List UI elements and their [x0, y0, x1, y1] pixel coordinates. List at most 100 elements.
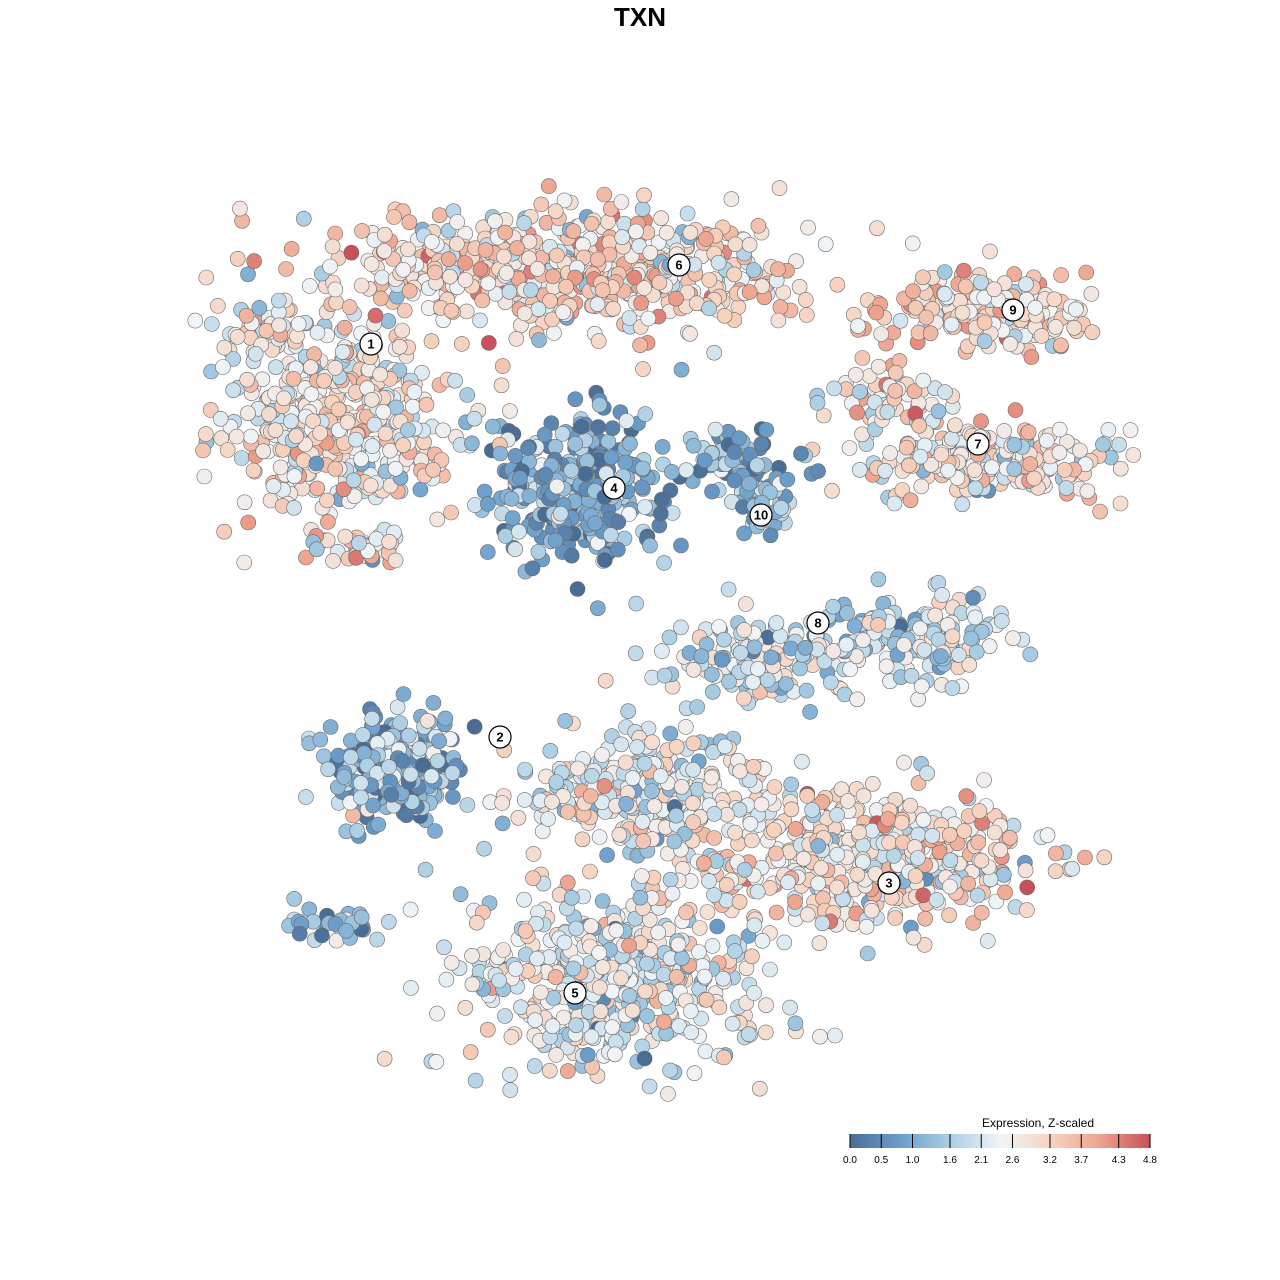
- cell-point: [216, 339, 233, 356]
- cell-point: [583, 215, 600, 232]
- cell-point: [851, 824, 867, 841]
- cell-point: [868, 304, 885, 321]
- cell-point: [395, 261, 412, 278]
- cell-point: [414, 757, 431, 774]
- legend-tick-label: 3.7: [1074, 1155, 1088, 1166]
- cell-point: [444, 765, 461, 781]
- cell-point: [682, 224, 699, 241]
- cell-point: [290, 316, 307, 332]
- cell-point: [502, 403, 518, 419]
- cell-point: [210, 298, 226, 314]
- cell-point: [558, 278, 574, 295]
- legend-title: Expression, Z-scaled: [982, 1116, 1094, 1130]
- cell-point: [838, 636, 855, 653]
- cell-point: [783, 776, 800, 793]
- cell-point: [563, 889, 580, 906]
- cell-point: [1006, 461, 1023, 477]
- cell-point: [779, 471, 796, 488]
- cell-point: [983, 459, 1000, 476]
- cell-point: [309, 324, 326, 341]
- cell-point: [685, 661, 702, 678]
- cell-point: [726, 266, 743, 283]
- cell-point: [1002, 336, 1019, 352]
- cell-point: [634, 868, 650, 884]
- cell-point: [741, 236, 758, 253]
- cell-point: [670, 936, 687, 953]
- cell-point: [721, 673, 737, 690]
- cell-point: [592, 1003, 609, 1020]
- cell-point: [1001, 829, 1018, 846]
- cell-point: [533, 196, 550, 213]
- cell-point: [903, 667, 920, 684]
- cell-point: [387, 460, 404, 477]
- cell-point: [716, 307, 733, 324]
- cell-point: [508, 331, 525, 347]
- cell-point: [686, 1065, 703, 1081]
- legend-tick-label: 2.6: [1006, 1155, 1020, 1166]
- cell-point: [942, 878, 958, 895]
- svg-text:1: 1: [367, 337, 374, 352]
- cell-point: [337, 528, 354, 545]
- cell-point: [810, 875, 827, 892]
- cell-point: [849, 866, 866, 883]
- cell-point: [594, 959, 611, 976]
- cell-point: [406, 384, 423, 400]
- cell-point: [557, 713, 574, 729]
- cell-point: [610, 514, 627, 530]
- cell-point: [423, 333, 440, 349]
- cell-point: [440, 251, 457, 268]
- cell-point: [565, 223, 582, 239]
- cell-point: [620, 703, 637, 720]
- cell-point: [590, 419, 607, 435]
- cluster-label-10: 10: [749, 503, 773, 527]
- cell-point: [877, 462, 893, 479]
- cell-point: [768, 615, 785, 631]
- points-layer: [187, 178, 1142, 1102]
- cell-point: [766, 822, 782, 838]
- cell-point: [599, 847, 615, 863]
- cell-point: [825, 598, 842, 615]
- cell-point: [678, 904, 694, 921]
- cell-point: [503, 491, 520, 507]
- cell-point: [816, 653, 833, 670]
- cell-point: [251, 300, 268, 316]
- cell-point: [956, 823, 973, 839]
- cell-point: [605, 300, 622, 317]
- cell-point: [229, 329, 246, 345]
- cell-point: [666, 833, 683, 850]
- cell-point: [637, 983, 654, 1000]
- cell-point: [569, 581, 586, 597]
- cell-point: [603, 449, 620, 466]
- cell-point: [423, 768, 440, 785]
- cell-point: [302, 359, 319, 376]
- cell-point: [476, 840, 492, 857]
- cell-point: [795, 850, 812, 867]
- cell-point: [632, 337, 648, 354]
- cell-point: [650, 924, 667, 941]
- cell-point: [286, 890, 303, 907]
- cell-point: [916, 642, 933, 658]
- cell-point: [375, 404, 392, 420]
- cell-point: [673, 778, 690, 795]
- cell-point: [398, 807, 415, 824]
- cell-point: [494, 815, 511, 832]
- cell-point: [353, 909, 370, 926]
- cell-point: [271, 317, 287, 334]
- cell-point: [389, 699, 406, 716]
- cell-point: [1100, 422, 1117, 438]
- cell-point: [788, 253, 804, 270]
- cell-point: [772, 299, 789, 316]
- cell-point: [400, 241, 416, 258]
- cell-point: [614, 229, 631, 245]
- cell-point: [827, 1027, 843, 1044]
- cell-point: [878, 658, 895, 675]
- cell-point: [1027, 299, 1043, 316]
- cell-point: [529, 261, 546, 277]
- cell-point: [701, 873, 717, 889]
- cell-point: [559, 874, 576, 891]
- cell-point: [457, 255, 473, 271]
- cell-point: [400, 727, 417, 744]
- cell-point: [1048, 845, 1064, 862]
- cell-point: [636, 280, 652, 296]
- cell-point: [548, 1047, 565, 1063]
